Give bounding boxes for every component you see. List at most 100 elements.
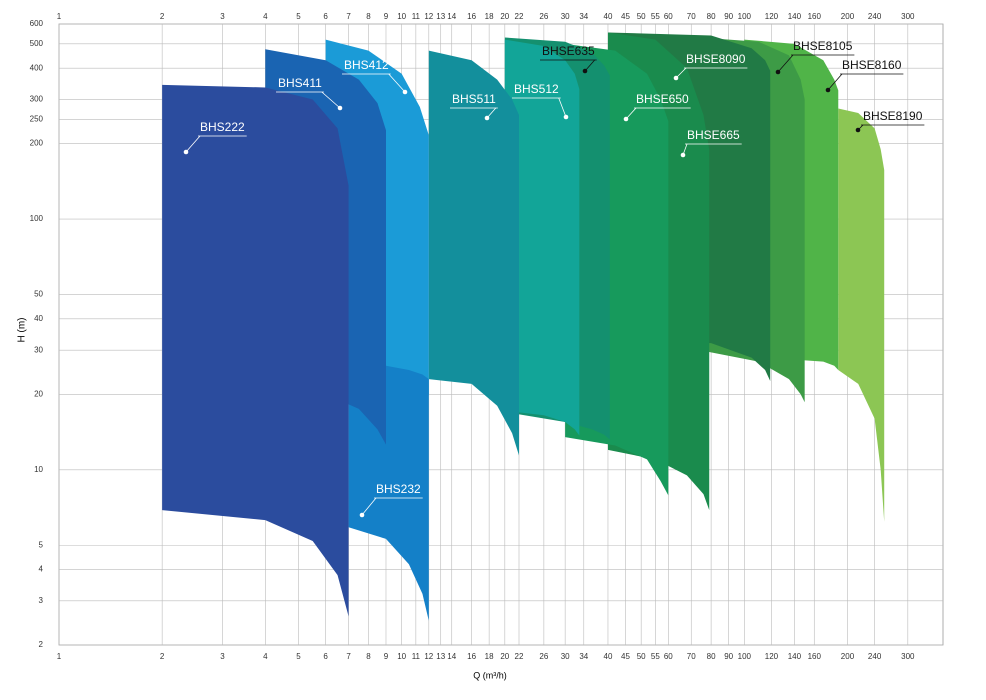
x-tick-label: 3: [220, 12, 225, 21]
label-dot: [359, 512, 365, 518]
y-tick-label: 100: [30, 214, 44, 223]
x-tick-label: 100: [738, 652, 752, 661]
x-tick-label: 14: [447, 12, 456, 21]
x-tick-label: 300: [901, 12, 915, 21]
x-tick-label: 5: [296, 12, 301, 21]
x-tick-label: 60: [664, 12, 673, 21]
x-tick-label: 12: [424, 652, 433, 661]
series-label: BHSE8160: [842, 58, 902, 72]
series-label: BHS222: [200, 120, 245, 134]
x-tick-label: 70: [687, 12, 696, 21]
label-leader: [558, 97, 567, 118]
series-label: BHS232: [376, 482, 421, 496]
x-tick-label: 22: [515, 12, 524, 21]
label-dot: [825, 87, 831, 93]
x-tick-label: 60: [664, 652, 673, 661]
label-dot: [183, 149, 189, 155]
label-dot: [623, 116, 629, 122]
x-tick-label: 2: [160, 652, 165, 661]
x-tick-label: 2: [160, 12, 165, 21]
y-tick-label: 3: [39, 596, 44, 605]
label-dot: [582, 68, 588, 74]
x-tick-label: 16: [467, 652, 476, 661]
x-tick-label: 10: [397, 652, 406, 661]
y-tick-label: 600: [30, 19, 44, 28]
series-label: BHSE8090: [686, 52, 746, 66]
label-dot: [563, 114, 569, 120]
x-tick-label: 13: [436, 12, 445, 21]
y-tick-label: 4: [39, 565, 44, 574]
series-label: BHS512: [514, 82, 559, 96]
x-tick-label: 10: [397, 12, 406, 21]
label-leader: [185, 135, 201, 153]
pump-range: [348, 365, 429, 621]
y-tick-label: 50: [34, 290, 43, 299]
x-tick-label: 40: [604, 652, 613, 661]
x-tick-label: 240: [868, 652, 882, 661]
label-leader: [625, 107, 637, 120]
label-leader: [388, 73, 406, 93]
x-tick-label: 16: [467, 12, 476, 21]
pump-range: [838, 108, 885, 522]
x-tick-label: 140: [788, 12, 802, 21]
x-tick-label: 14: [447, 652, 456, 661]
x-tick-label: 13: [436, 652, 445, 661]
x-tick-label: 26: [539, 652, 548, 661]
y-tick-label: 500: [30, 39, 44, 48]
x-tick-label: 6: [323, 652, 328, 661]
x-tick-label: 18: [485, 12, 494, 21]
label-dot: [484, 115, 490, 121]
series-label: BHSE665: [687, 128, 740, 142]
y-tick-label: 5: [39, 540, 44, 549]
x-tick-label: 20: [500, 12, 509, 21]
y-tick-label: 200: [30, 139, 44, 148]
pump-range: [162, 84, 349, 617]
x-tick-label: 3: [220, 652, 225, 661]
label-dot: [775, 69, 781, 75]
pump-range: [504, 39, 580, 436]
y-tick-label: 300: [30, 95, 44, 104]
y-tick-label: 20: [34, 389, 43, 398]
series-label: BHSE650: [636, 92, 689, 106]
x-tick-label: 140: [788, 652, 802, 661]
series-label: BHSE8190: [863, 109, 923, 123]
x-tick-label: 4: [263, 652, 268, 661]
x-tick-label: 30: [561, 12, 570, 21]
x-tick-label: 30: [561, 652, 570, 661]
label-leader: [321, 91, 341, 109]
label-leader: [675, 67, 687, 79]
x-tick-label: 300: [901, 652, 915, 661]
x-tick-label: 90: [724, 12, 733, 21]
label-dot: [673, 75, 679, 81]
label-leader: [777, 54, 794, 73]
series-label: BHSE635: [542, 44, 595, 58]
x-tick-label: 8: [366, 652, 371, 661]
y-tick-label: 30: [34, 345, 43, 354]
x-tick-label: 1: [57, 12, 62, 21]
areas: [162, 32, 885, 621]
x-tick-label: 8: [366, 12, 371, 21]
x-tick-label: 120: [765, 652, 779, 661]
x-tick-label: 50: [637, 652, 646, 661]
x-tick-label: 55: [651, 12, 660, 21]
series-label: BHSE8105: [793, 39, 853, 53]
x-tick-label: 7: [346, 12, 351, 21]
y-tick-label: 10: [34, 465, 43, 474]
series-label: BHS411: [278, 76, 322, 90]
x-tick-label: 200: [841, 652, 855, 661]
x-tick-label: 22: [515, 652, 524, 661]
label-leader: [361, 497, 377, 516]
x-tick-label: 80: [707, 12, 716, 21]
x-tick-label: 45: [621, 12, 630, 21]
label-dot: [337, 105, 343, 111]
series-label: BHS412: [344, 58, 389, 72]
x-tick-label: 40: [604, 12, 613, 21]
x-tick-label: 240: [868, 12, 882, 21]
x-tick-label: 90: [724, 652, 733, 661]
y-tick-label: 250: [30, 114, 44, 123]
label-dot: [402, 89, 408, 95]
y-tick-label: 40: [34, 314, 43, 323]
x-tick-label: 120: [765, 12, 779, 21]
x-tick-label: 34: [579, 12, 588, 21]
x-tick-label: 11: [412, 12, 421, 21]
